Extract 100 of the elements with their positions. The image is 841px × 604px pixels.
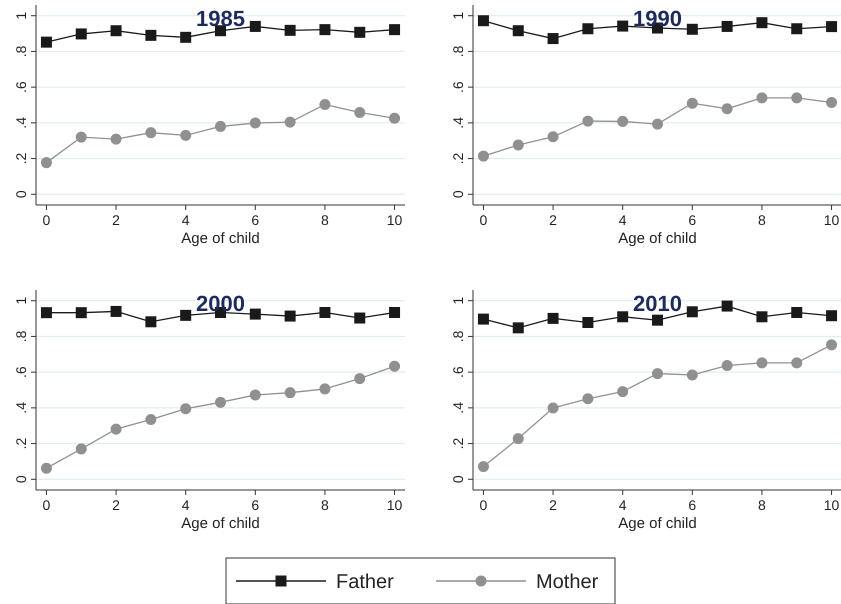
point [478, 461, 489, 472]
y-tick-label: .4 [13, 402, 29, 414]
point [756, 92, 768, 104]
point [582, 317, 594, 328]
point [145, 30, 156, 41]
y-tick-label: .4 [450, 402, 466, 414]
point [548, 312, 559, 324]
point [478, 150, 489, 162]
point [652, 314, 663, 326]
x-axis-title: Age of child [618, 230, 697, 247]
x-tick-label: 8 [758, 497, 766, 513]
point [512, 433, 524, 444]
point [756, 357, 768, 368]
point [582, 116, 594, 127]
point [582, 393, 594, 404]
x-axis-title: Age of child [181, 230, 260, 247]
chart-title: 1985 [196, 6, 245, 31]
x-tick-label: 0 [42, 497, 51, 513]
point [389, 360, 400, 372]
point [354, 312, 366, 324]
y-tick-label: 1 [450, 296, 466, 305]
x-tick-label: 8 [321, 497, 330, 513]
point [76, 132, 87, 143]
y-tick-label: .8 [450, 330, 466, 342]
y-tick-label: 0 [450, 475, 466, 484]
point [686, 98, 698, 109]
point [617, 311, 628, 322]
point [512, 322, 524, 334]
x-tick-label: 10 [386, 212, 403, 228]
y-tick-label: .8 [13, 330, 29, 342]
point [284, 24, 296, 36]
point [319, 307, 330, 318]
x-tick-label: 10 [824, 212, 840, 228]
x-tick-label: 8 [321, 212, 330, 228]
y-tick-label: .2 [13, 152, 29, 164]
point [791, 307, 802, 318]
point [145, 414, 156, 425]
point [686, 370, 698, 380]
point [319, 383, 330, 394]
y-tick-label: .6 [13, 81, 29, 93]
y-tick-label: .8 [450, 45, 466, 58]
x-tick-label: 6 [688, 212, 696, 228]
point [40, 36, 52, 48]
point [686, 24, 698, 35]
x-tick-label: 6 [688, 497, 696, 513]
point [215, 120, 226, 132]
chart-title: 2010 [633, 291, 682, 316]
x-tick-label: 6 [251, 497, 260, 513]
x-tick-label: 10 [386, 497, 403, 513]
x-tick-label: 8 [758, 212, 766, 228]
point [354, 373, 366, 384]
x-tick-label: 10 [824, 497, 840, 513]
y-tick-label: 1 [13, 296, 29, 305]
point [478, 15, 489, 26]
legend-label: Mother [536, 571, 599, 593]
chart-title: 2000 [196, 291, 245, 316]
point [145, 316, 156, 328]
point [722, 300, 733, 312]
point [582, 23, 594, 34]
point [652, 368, 663, 380]
point [791, 357, 802, 368]
point [319, 98, 330, 110]
x-tick-label: 4 [618, 212, 627, 228]
point [512, 140, 524, 150]
x-tick-label: 2 [112, 497, 120, 513]
point [826, 310, 838, 322]
point [284, 387, 296, 398]
point [180, 403, 192, 414]
y-tick-label: .6 [13, 366, 29, 378]
x-tick-label: 4 [182, 212, 190, 228]
point [250, 308, 261, 320]
point [826, 21, 838, 32]
y-tick-label: .6 [450, 366, 466, 378]
point [180, 310, 192, 321]
x-tick-label: 4 [182, 497, 190, 513]
y-tick-label: .6 [450, 81, 466, 93]
point [548, 33, 559, 44]
x-tick-label: 2 [549, 212, 558, 228]
point [354, 26, 366, 38]
point [617, 20, 628, 32]
point [319, 24, 330, 36]
point [756, 311, 768, 322]
point [617, 386, 628, 398]
y-tick-label: 0 [13, 475, 29, 484]
y-tick-label: 0 [450, 190, 466, 198]
y-tick-label: .4 [13, 116, 29, 129]
point [389, 307, 400, 318]
y-tick-label: .2 [450, 152, 466, 164]
y-tick-label: 0 [13, 190, 29, 198]
point [617, 116, 628, 127]
point [76, 443, 87, 454]
point [722, 20, 733, 32]
point [76, 28, 87, 40]
x-tick-label: 4 [618, 497, 627, 513]
y-tick-label: .4 [450, 116, 466, 129]
point [145, 127, 156, 138]
point [548, 402, 559, 414]
point [722, 103, 733, 114]
point [284, 116, 296, 128]
x-tick-label: 0 [480, 212, 488, 228]
